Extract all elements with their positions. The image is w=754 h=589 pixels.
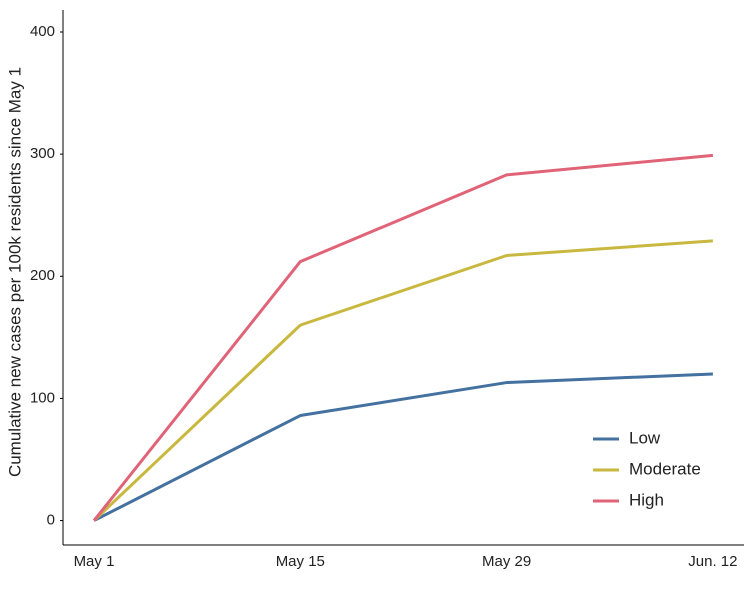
y-tick-label: 400 [30, 23, 55, 40]
y-axis-label: Cumulative new cases per 100k residents … [5, 67, 24, 477]
line [92, 153, 714, 522]
y-tick-label: 300 [30, 145, 55, 162]
legend-label: Moderate [629, 459, 701, 478]
legend-label: Low [629, 428, 661, 447]
y-tick-label: 0 [47, 512, 55, 529]
x-tick-label: May 1 [74, 553, 115, 570]
y-tick-label: 100 [30, 389, 55, 406]
line [92, 239, 714, 522]
x-tick-label: Jun. 12 [688, 553, 737, 570]
x-tick-label: May 29 [482, 553, 531, 570]
line [93, 372, 713, 522]
legend-label: High [629, 490, 664, 509]
x-tick-label: May 15 [276, 553, 325, 570]
y-tick-label: 200 [30, 267, 55, 284]
